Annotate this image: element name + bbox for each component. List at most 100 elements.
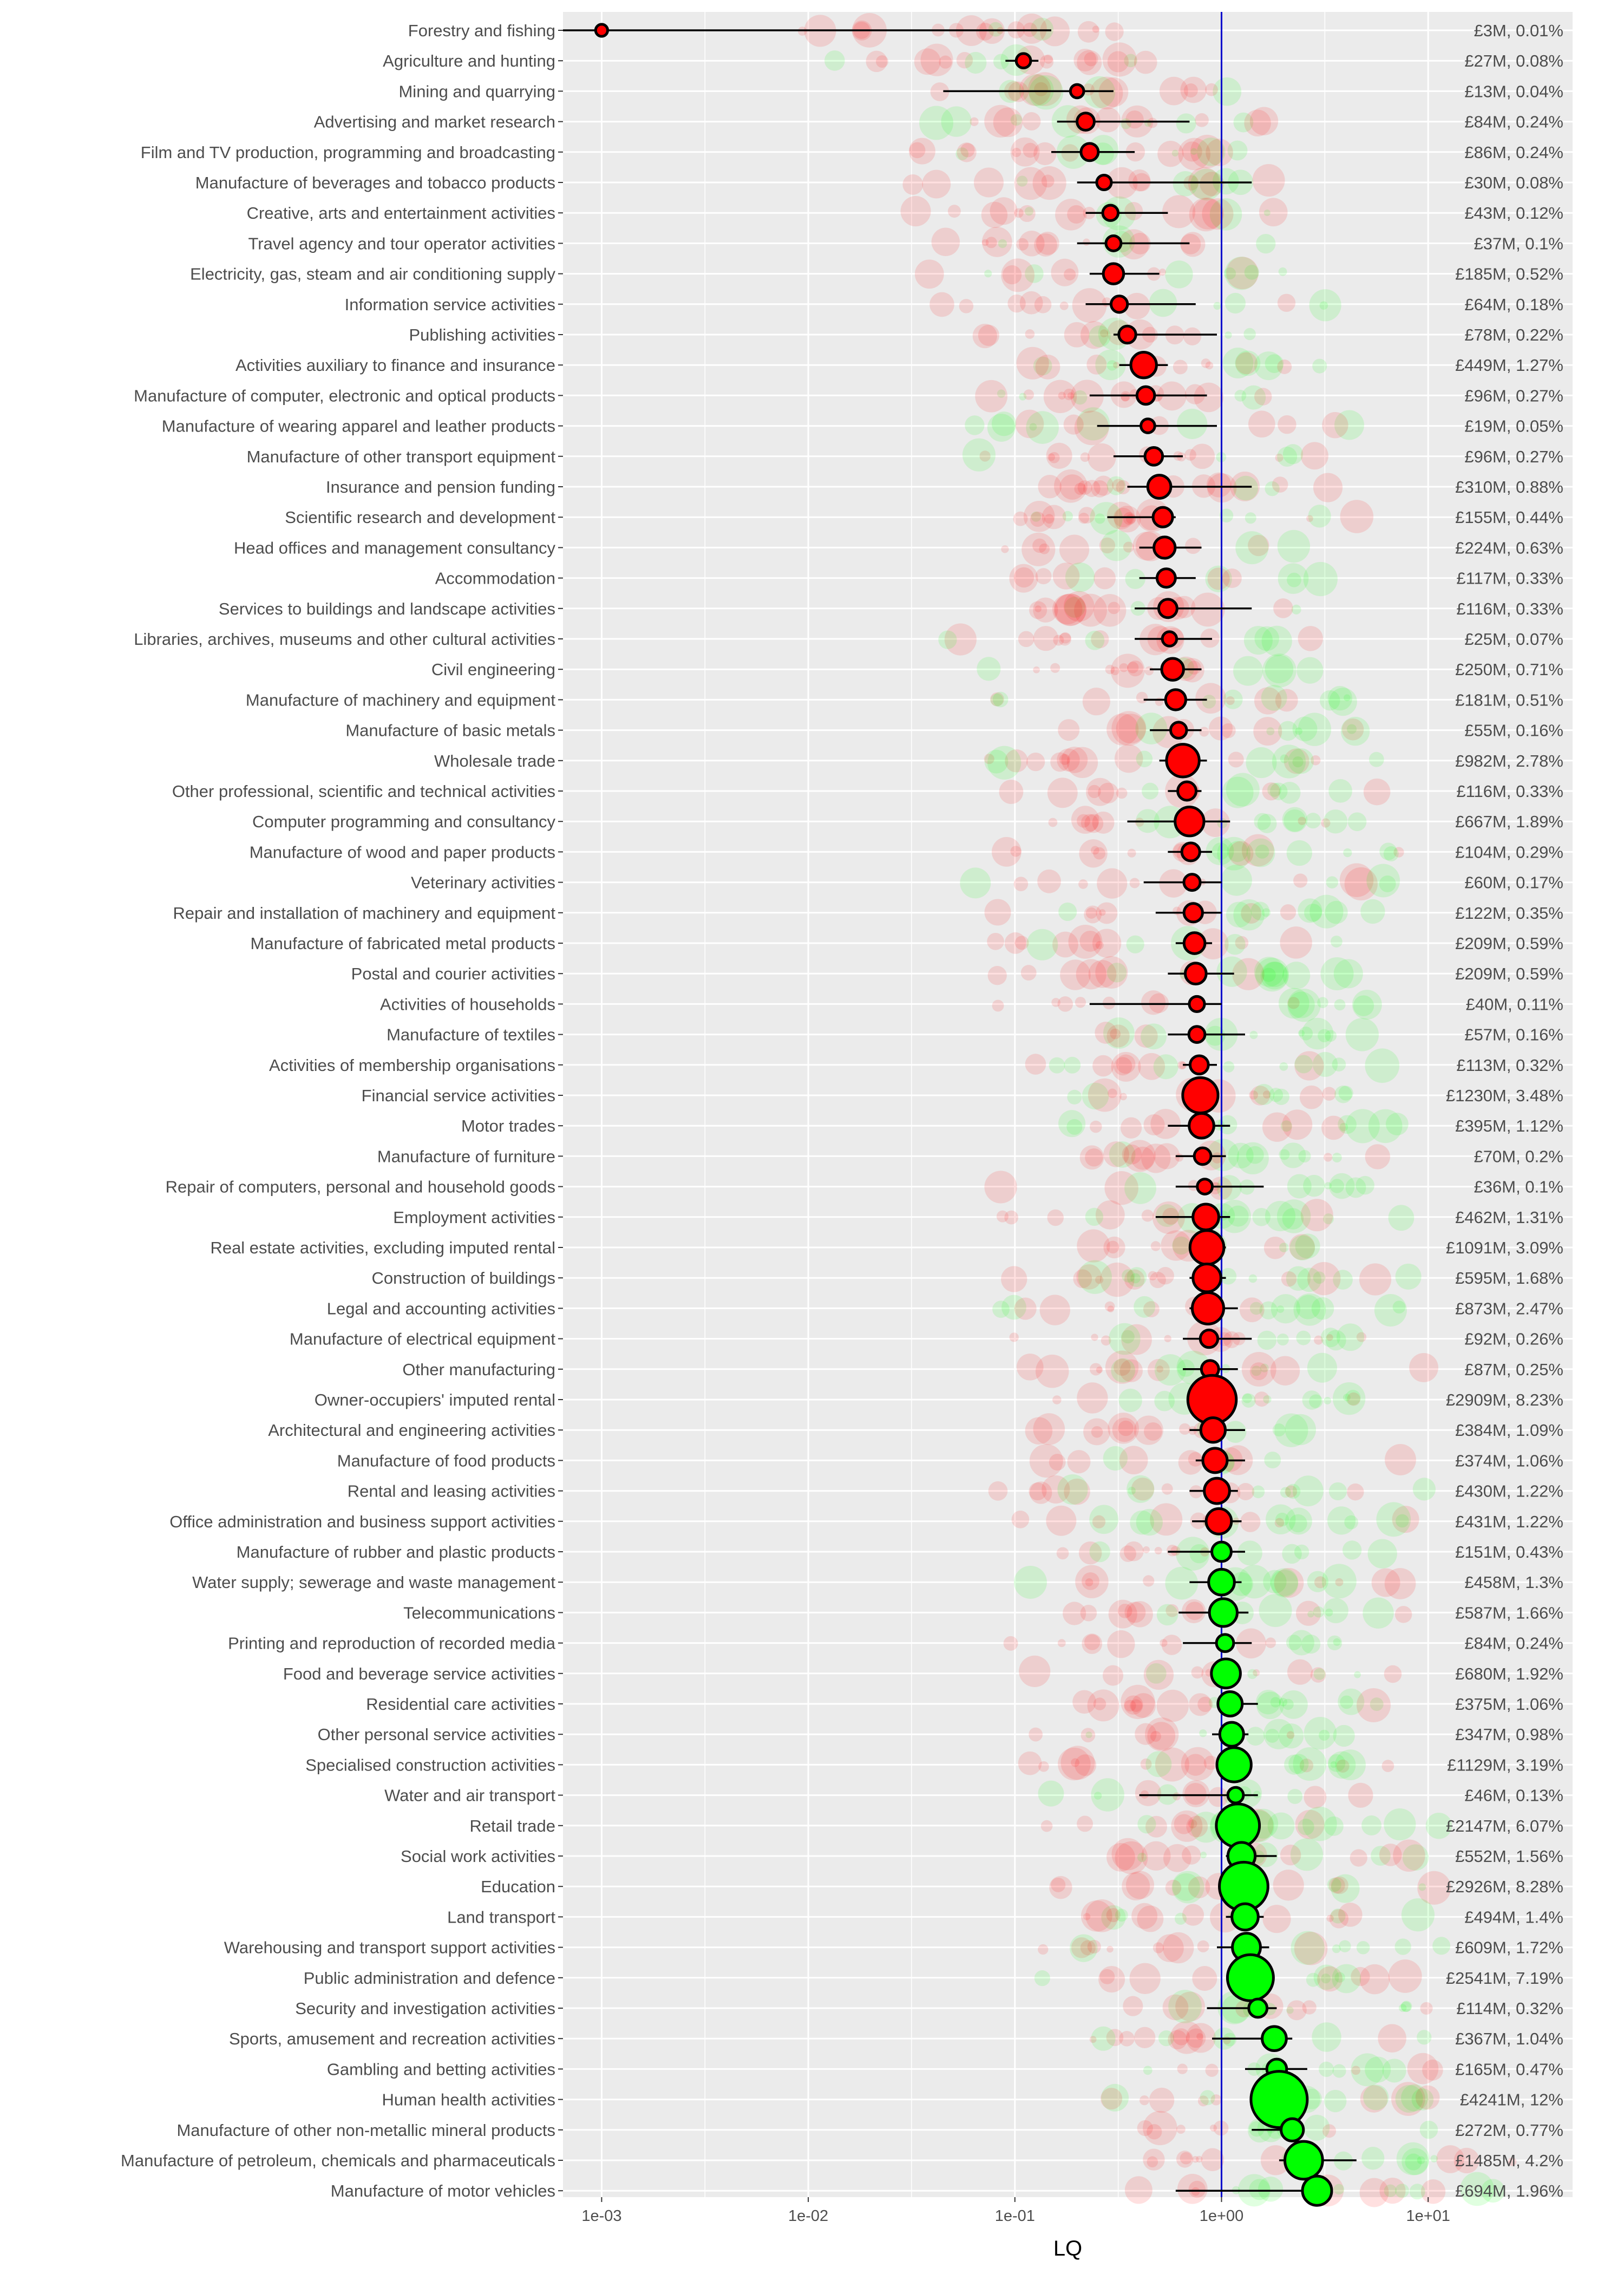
background-bubble (1075, 1754, 1097, 1776)
lq-point (1182, 931, 1207, 955)
background-bubble (1200, 1851, 1207, 1859)
background-bubble (1189, 198, 1223, 232)
background-bubble (1081, 1728, 1096, 1743)
background-bubble (1322, 411, 1348, 439)
background-bubble (1115, 1841, 1148, 1874)
background-bubble (1101, 2083, 1129, 2112)
value-label: £64M, 0.18% (1464, 295, 1563, 314)
value-label: £609M, 1.72% (1455, 1938, 1563, 1957)
background-bubble (1119, 1446, 1148, 1475)
background-bubble (1180, 232, 1206, 257)
background-bubble (1025, 1054, 1046, 1075)
background-bubble (1040, 1820, 1053, 1832)
background-bubble (1233, 112, 1254, 133)
background-bubble (1287, 1174, 1312, 1199)
background-bubble (1206, 837, 1234, 865)
background-bubble (1295, 1600, 1321, 1626)
plot-panel (563, 12, 1573, 2197)
background-bubble (1095, 941, 1104, 950)
background-bubble (1405, 2153, 1422, 2171)
background-bubble (1164, 1335, 1171, 1343)
background-bubble (1114, 744, 1143, 773)
background-bubble (1266, 727, 1275, 736)
background-bubble (1333, 959, 1363, 989)
background-bubble (1257, 1330, 1277, 1350)
background-bubble (1030, 512, 1045, 527)
background-bubble (1115, 1909, 1128, 1922)
background-bubble (1338, 1688, 1365, 1715)
background-bubble (1285, 1485, 1298, 1498)
background-bubble (1013, 1565, 1047, 1599)
background-bubble (1227, 140, 1248, 161)
background-bubble (1185, 538, 1201, 554)
background-bubble (1137, 2120, 1153, 2136)
background-bubble (1195, 113, 1209, 127)
background-bubble (1205, 83, 1218, 96)
background-bubble (1059, 474, 1085, 500)
background-bubble (1106, 1945, 1114, 1953)
background-bubble (1085, 1899, 1118, 1932)
background-bubble (993, 54, 1009, 70)
background-bubble (1287, 1659, 1313, 1685)
background-bubble (1312, 1051, 1338, 1077)
background-bubble (1237, 1565, 1272, 1599)
background-bubble (1090, 1120, 1102, 1133)
background-bubble (984, 754, 994, 764)
background-bubble (1077, 50, 1102, 75)
background-bubble (1280, 926, 1312, 959)
background-bubble (1298, 1150, 1311, 1163)
lq-point (1079, 142, 1100, 162)
background-bubble (1384, 1665, 1402, 1683)
background-bubble (1234, 389, 1247, 402)
background-bubble (1241, 1352, 1276, 1387)
background-bubble (1120, 1117, 1142, 1139)
background-bubble (1277, 446, 1298, 467)
background-bubble (1018, 631, 1034, 648)
background-bubble (992, 999, 1004, 1012)
background-bubble (1205, 2063, 1219, 2077)
background-bubble (1265, 354, 1284, 373)
background-bubble (1277, 530, 1311, 563)
background-bubble (1262, 1112, 1292, 1142)
background-bubble (1029, 423, 1037, 431)
background-bubble (1190, 134, 1224, 168)
value-label: £2926M, 8.28% (1446, 1877, 1563, 1896)
background-bubble (1298, 1818, 1314, 1835)
background-bubble (1092, 1055, 1114, 1077)
background-bubble (1394, 2184, 1410, 2198)
background-bubble (1136, 691, 1148, 704)
background-bubble (1173, 596, 1196, 618)
background-bubble (1323, 1598, 1348, 1624)
background-bubble (1249, 2179, 1271, 2200)
background-bubble (1209, 2124, 1217, 2132)
value-label: £30M, 0.08% (1464, 173, 1563, 192)
background-bubble (1334, 410, 1365, 440)
background-bubble (1190, 148, 1197, 155)
background-bubble (987, 932, 1004, 950)
background-bubble (1088, 443, 1116, 472)
background-bubble (1365, 1048, 1400, 1083)
category-label: Food and beverage service activities (283, 1664, 555, 1683)
background-bubble (1271, 1570, 1299, 1598)
background-bubble (1067, 1089, 1082, 1105)
value-label: £122M, 0.35% (1455, 904, 1563, 923)
background-bubble (1228, 841, 1254, 866)
background-bubble (1114, 1057, 1132, 1076)
background-bubble (1174, 1912, 1187, 1925)
background-bubble (1436, 2145, 1464, 2173)
background-bubble (1074, 410, 1109, 446)
background-bubble (1332, 2064, 1346, 2078)
value-label: £272M, 0.77% (1455, 2121, 1563, 2140)
background-bubble (1208, 1787, 1228, 1807)
background-bubble (1282, 444, 1304, 465)
background-bubble (1280, 754, 1289, 763)
background-bubble (1384, 2184, 1397, 2198)
background-bubble (1190, 168, 1222, 201)
background-bubble (1419, 2120, 1438, 2139)
background-bubble (1282, 1698, 1294, 1710)
background-bubble (1101, 2088, 1123, 2110)
background-bubble (1083, 1913, 1091, 1920)
background-bubble (1264, 1452, 1281, 1469)
background-bubble (1257, 814, 1277, 833)
background-bubble (1279, 1690, 1308, 1719)
